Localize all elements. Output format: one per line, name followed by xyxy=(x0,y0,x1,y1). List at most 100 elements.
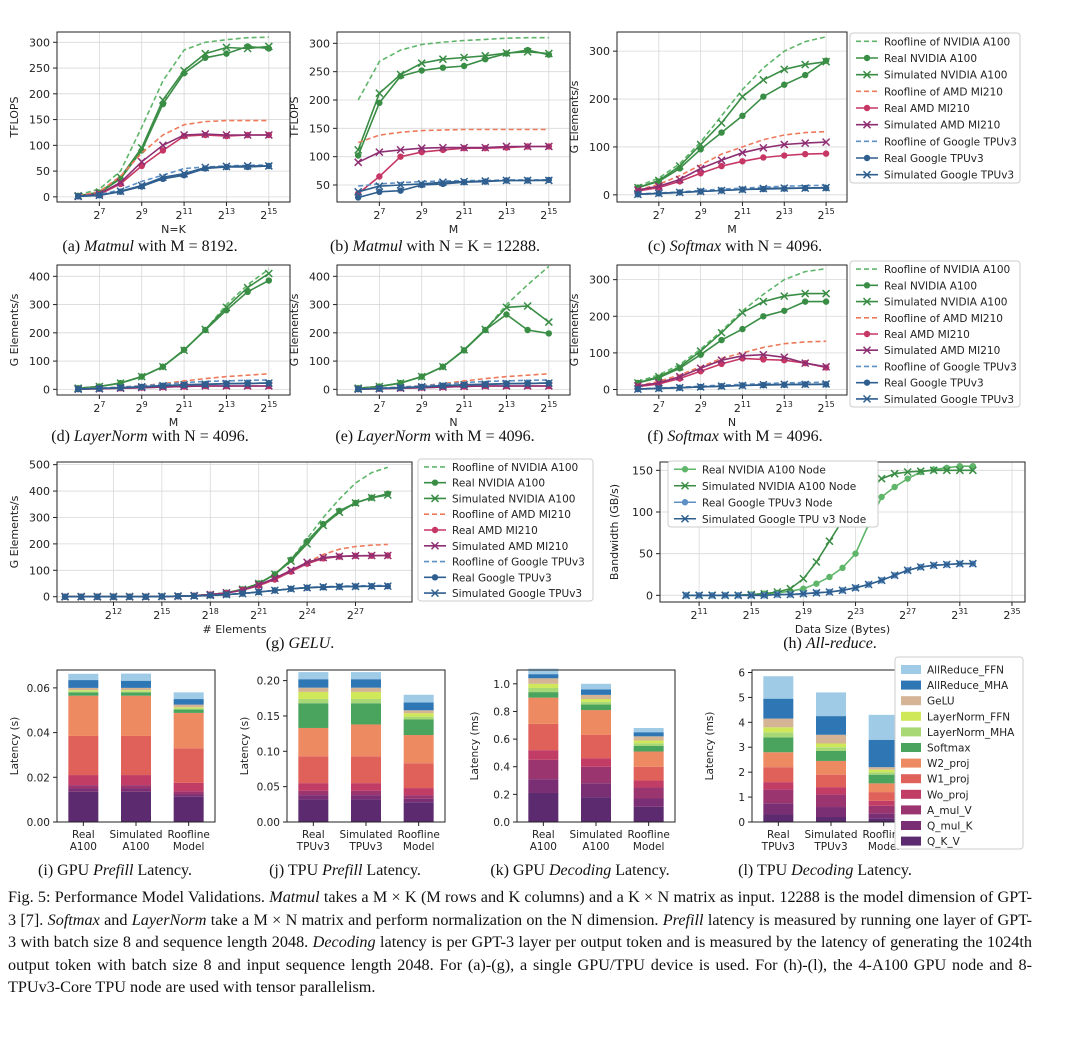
data-point xyxy=(544,49,553,58)
data-point xyxy=(303,558,312,567)
data-point xyxy=(800,585,807,592)
plot-frame xyxy=(56,264,291,396)
bar-segment-a_mul_v xyxy=(868,805,899,814)
data-point xyxy=(697,146,704,153)
data-point xyxy=(916,467,925,476)
legend-marker xyxy=(430,494,440,503)
series-simulated-google-tpuv3 xyxy=(354,176,553,196)
bar-segment-q_mul_k xyxy=(351,795,381,800)
data-point xyxy=(760,591,769,600)
legend-label: GeLU xyxy=(927,696,955,708)
bar-segment-wo_proj xyxy=(581,758,611,767)
plot-frame xyxy=(616,264,848,396)
data-point xyxy=(822,138,831,147)
data-point xyxy=(116,178,125,187)
bar-segment-allreduce_ffn xyxy=(403,694,434,703)
x-tick-label: Model xyxy=(173,841,205,853)
legend-label: Real Google TPUv3 xyxy=(884,378,984,390)
legend-swatch xyxy=(901,836,921,846)
y-axis-label: G Elements/s xyxy=(8,495,21,568)
data-point xyxy=(264,42,273,51)
x-tick-label: Real xyxy=(72,829,95,841)
bar-segment-q_k_v xyxy=(121,791,151,822)
y-tick-label: 100 xyxy=(29,139,50,152)
data-point xyxy=(418,67,425,74)
y-tick-label: 500 xyxy=(29,459,50,472)
bar-segment-q_k_v xyxy=(173,796,204,822)
y-tick-label: 0 xyxy=(43,191,50,204)
data-point xyxy=(354,194,362,201)
bar-segment-gelu xyxy=(816,734,846,744)
bar-segment-layernorm_mha xyxy=(528,687,559,693)
series-line xyxy=(637,186,827,196)
series-line xyxy=(357,128,549,144)
bar-segment-a_mul_v xyxy=(68,785,99,789)
bar-segment-allreduce_mha xyxy=(298,679,329,688)
bar-segment-q_k_v xyxy=(403,802,434,822)
data-point xyxy=(264,269,273,278)
legend-marker xyxy=(862,170,872,179)
x-tick-label: 29 xyxy=(695,400,707,415)
chart-layernorm-n4096: 0 100 200 300 400 27 29 211 213 215 M G Elements/s xyxy=(8,264,291,428)
data-point xyxy=(654,182,663,191)
data-point xyxy=(109,592,118,601)
legend-marker xyxy=(863,282,871,289)
data-point xyxy=(717,328,726,337)
y-tick-label: 0.0 xyxy=(493,817,510,829)
caption-h: (h) All-reduce. xyxy=(783,635,877,652)
x-tick-label: A100 xyxy=(530,841,557,853)
bar-segment-softmax xyxy=(403,719,434,736)
data-point xyxy=(781,81,788,88)
data-point xyxy=(336,507,343,515)
bar-segment-allreduce_mha xyxy=(633,732,664,737)
legend-label: Simulated Google TPUv3 xyxy=(884,394,1014,406)
data-point xyxy=(822,298,830,305)
legend-label: AllReduce_MHA xyxy=(927,680,1009,692)
series-roofline-of-nvidia-a100 xyxy=(358,265,550,389)
data-point xyxy=(786,584,795,593)
bar-segment-wo_proj xyxy=(763,782,794,790)
x-tick-label: TPUv3 xyxy=(761,841,795,853)
data-point xyxy=(523,142,532,151)
data-point xyxy=(354,152,362,159)
data-point xyxy=(158,362,167,371)
data-point xyxy=(137,181,146,190)
grid xyxy=(333,265,570,399)
data-point xyxy=(696,187,705,196)
data-point xyxy=(158,141,167,150)
bar-segment-layernorm_mha xyxy=(633,743,664,746)
bar-segment-q_mul_k xyxy=(68,788,99,792)
bar-simulated-tpuv3 xyxy=(351,672,381,822)
legend-label: A_mul_V xyxy=(927,805,972,817)
x-tick-label: Roofline xyxy=(628,829,670,841)
data-point xyxy=(460,53,469,62)
y-tick-label: 300 xyxy=(589,274,610,287)
data-point xyxy=(903,566,912,575)
bar-segment-allreduce_ffn xyxy=(528,668,559,675)
bar-segment-softmax xyxy=(816,750,846,761)
bar-segment-w1_proj xyxy=(868,792,899,801)
x-tick-label: 215 xyxy=(540,207,557,222)
data-point xyxy=(734,591,743,600)
x-axis-label: M xyxy=(169,416,179,428)
bar-segment-q_mul_k xyxy=(403,798,434,803)
data-point xyxy=(877,576,886,585)
y-tick-label: 100 xyxy=(589,347,610,360)
y-axis-label: G Elements/s xyxy=(568,293,581,366)
data-point xyxy=(375,384,384,393)
data-point xyxy=(822,57,831,66)
legend-label: Real NVIDIA A100 xyxy=(884,53,977,65)
bar-segment-layernorm_ffn xyxy=(528,683,559,688)
data-point xyxy=(367,551,376,560)
data-point xyxy=(822,289,831,298)
y-tick-label: 0.4 xyxy=(493,762,510,774)
bar-segment-a_mul_v xyxy=(173,791,204,795)
series-simulated-google-tpuv3 xyxy=(61,582,392,601)
y-tick-label: 400 xyxy=(29,485,50,498)
bar-real-a100 xyxy=(68,673,99,822)
data-point xyxy=(955,559,964,568)
y-axis-label: G Elements/s xyxy=(288,293,301,366)
grid xyxy=(613,32,847,206)
data-point xyxy=(759,75,768,84)
legend-swatch xyxy=(901,774,921,784)
